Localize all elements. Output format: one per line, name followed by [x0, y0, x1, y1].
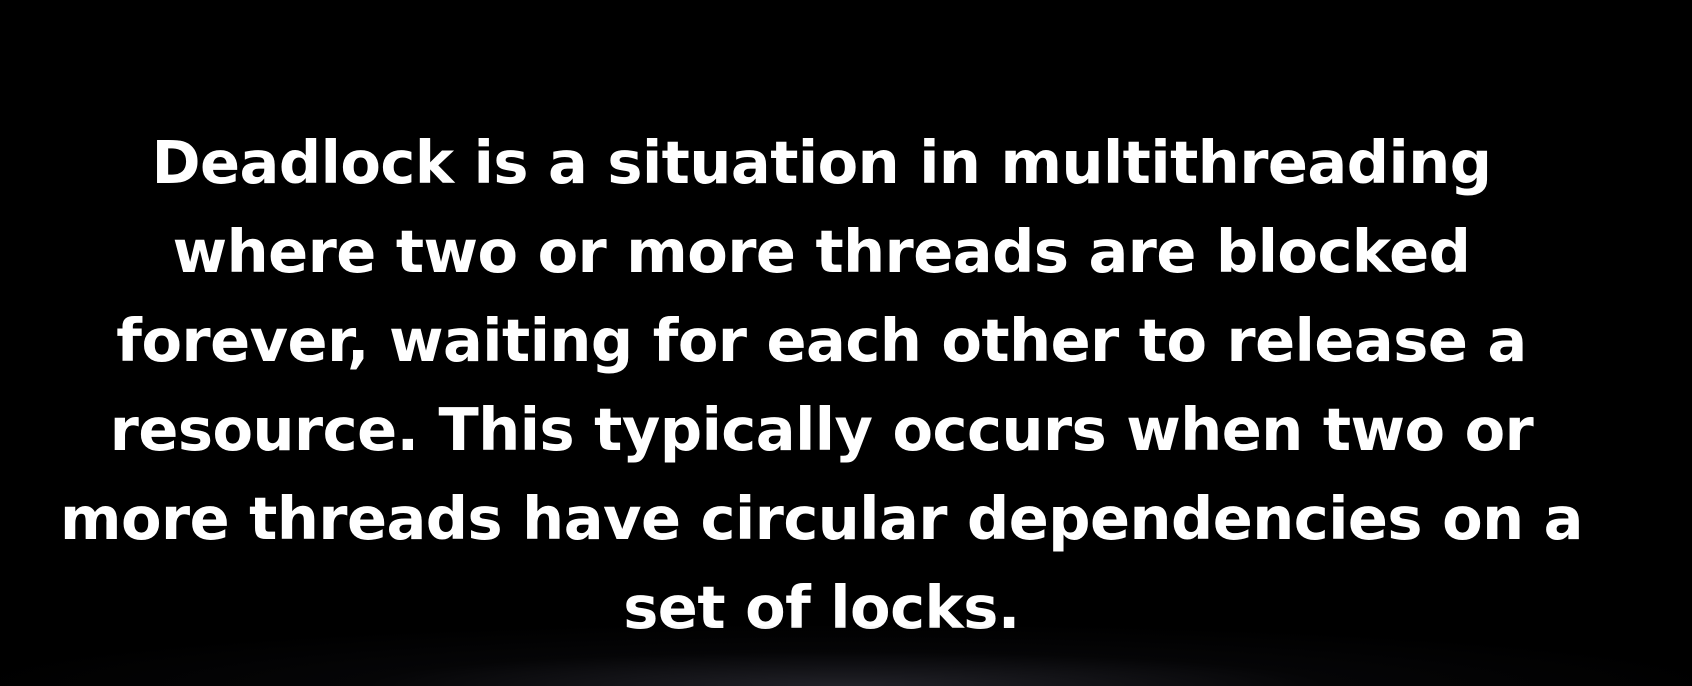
- paragraph-line-2: where two or more threads are blocked: [172, 217, 1471, 286]
- paragraph-line-5: more threads have circular dependencies …: [60, 484, 1583, 553]
- paragraph-line-3: forever, waiting for each other to relea…: [116, 306, 1527, 375]
- deadlock-definition-paragraph: Deadlock is a situation in multithreadin…: [0, 118, 1643, 652]
- paragraph-line-1: Deadlock is a situation in multithreadin…: [151, 128, 1492, 197]
- bottom-glow: [0, 626, 1692, 686]
- paragraph-line-4: resource. This typically occurs when two…: [109, 395, 1534, 464]
